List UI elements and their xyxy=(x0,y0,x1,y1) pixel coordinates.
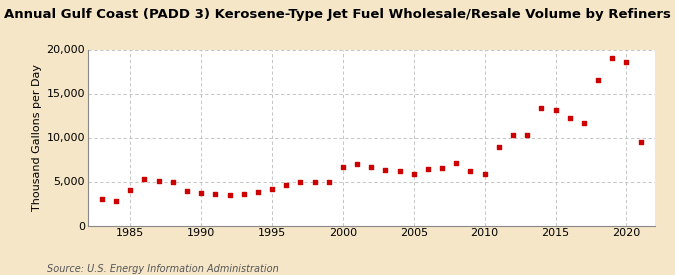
Point xyxy=(338,165,348,170)
Point xyxy=(238,192,249,196)
Point xyxy=(465,169,476,173)
Point xyxy=(111,199,122,203)
Point xyxy=(423,167,433,171)
Y-axis label: Thousand Gallons per Day: Thousand Gallons per Day xyxy=(32,64,42,211)
Point xyxy=(352,162,362,166)
Point xyxy=(295,179,306,184)
Point xyxy=(408,171,419,176)
Point xyxy=(479,171,490,176)
Point xyxy=(97,197,107,201)
Point xyxy=(578,121,589,126)
Point xyxy=(224,192,235,197)
Point xyxy=(252,190,263,194)
Point xyxy=(635,140,646,144)
Text: Annual Gulf Coast (PADD 3) Kerosene-Type Jet Fuel Wholesale/Resale Volume by Ref: Annual Gulf Coast (PADD 3) Kerosene-Type… xyxy=(4,8,671,21)
Point xyxy=(564,116,575,120)
Point xyxy=(267,186,277,191)
Point xyxy=(210,192,221,196)
Point xyxy=(167,179,178,184)
Text: Source: U.S. Energy Information Administration: Source: U.S. Energy Information Administ… xyxy=(47,264,279,274)
Point xyxy=(536,105,547,110)
Point xyxy=(309,180,320,185)
Point xyxy=(380,168,391,172)
Point xyxy=(607,56,618,60)
Point xyxy=(593,78,603,82)
Point xyxy=(621,60,632,64)
Point xyxy=(323,179,334,184)
Point xyxy=(125,188,136,192)
Point xyxy=(366,164,377,169)
Point xyxy=(550,108,561,112)
Point xyxy=(508,133,518,137)
Point xyxy=(493,145,504,149)
Point xyxy=(139,177,150,181)
Point xyxy=(451,161,462,165)
Point xyxy=(153,178,164,183)
Point xyxy=(437,166,448,170)
Point xyxy=(522,133,533,137)
Point xyxy=(196,191,207,195)
Point xyxy=(394,169,405,173)
Point xyxy=(281,183,292,187)
Point xyxy=(182,189,192,193)
